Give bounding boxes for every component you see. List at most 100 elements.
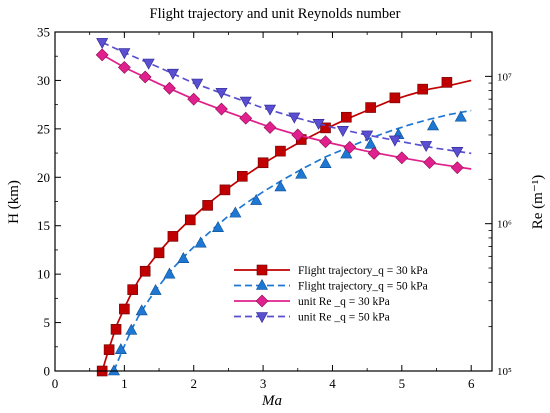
data-point [219,184,231,196]
data-point [312,119,325,130]
data-point [95,48,109,62]
data-point [239,111,253,125]
data-point [212,221,225,232]
y-left-tick-label: 25 [37,121,50,136]
legend-label: unit Re _q = 50 kPa [298,312,390,324]
data-point [423,156,436,169]
data-point [291,128,305,142]
data-point [341,111,352,123]
data-point [288,112,301,124]
data-point [255,278,269,290]
data-point [389,92,401,104]
data-point [340,147,353,159]
x-tick-label: 0 [52,376,59,391]
data-point [263,121,277,134]
data-point [127,284,138,295]
y-left-tick-label: 20 [37,170,50,185]
data-point [365,102,376,113]
data-point [163,267,176,279]
data-point [110,324,122,335]
legend-label: Flight trajectory_q = 30 kPa [298,265,428,277]
x-tick-label: 2 [190,376,197,391]
data-point [256,264,268,276]
y-right-axis-label: Re (m⁻¹) [530,175,546,230]
data-point [361,130,374,142]
data-point [250,193,263,205]
series-1 [96,77,472,377]
data-point [343,140,357,154]
legend: Flight trajectory_q = 30 kPa Flight traje… [234,264,428,324]
data-point [274,180,287,192]
data-point [255,312,269,324]
data-point [194,236,207,248]
series-layer [95,38,472,377]
data-point [184,214,196,226]
data-point [367,146,381,160]
data-point [450,161,464,175]
legend-label: unit Re _q = 30 kPa [298,296,390,308]
data-point [114,343,127,354]
data-point [257,157,269,169]
data-point [319,157,332,169]
y-left-axis-label: H (km) [6,180,22,224]
data-point [202,200,213,211]
data-point [103,344,115,355]
data-point [191,78,204,90]
legend-label: Flight trajectory_q = 50 kPa [298,281,428,293]
series-2 [107,109,472,376]
data-point [177,252,190,263]
x-tick-label: 4 [329,376,336,391]
data-point [138,70,152,84]
x-axis-label: Ma [261,393,282,409]
data-point [336,126,349,137]
data-point [149,283,162,295]
data-point [275,145,286,157]
data-point [139,265,151,277]
axes-layer: 0 1 2 3 4 5 6 0 5 10 15 20 25 30 35 10⁵ 10⁶ 10⁷ [37,25,512,392]
data-point [166,68,179,80]
y-left-tick-label: 0 [44,364,51,379]
y-left-tick-label: 5 [44,315,51,330]
x-tick-label: 3 [260,376,267,391]
data-point [215,102,228,116]
y-left-tick-label: 10 [37,267,50,282]
data-point [319,135,332,149]
x-tick-label: 6 [468,376,475,391]
data-point [107,364,120,376]
data-point [153,247,165,259]
data-point [451,146,464,158]
chart-title: Flight trajectory and unit Reynolds numb… [150,6,401,22]
series-line [101,41,472,155]
data-point [96,38,109,50]
series-line [113,109,472,372]
data-point [454,110,467,122]
x-tick-label: 1 [121,376,128,391]
data-point [427,119,440,131]
data-point [441,77,453,88]
y-right-tick-label: 10⁷ [497,71,512,83]
data-point [264,104,277,116]
data-point [229,206,242,218]
data-point [187,92,201,106]
x-tick-label: 5 [399,376,406,391]
data-point [364,137,377,149]
data-point [239,96,252,108]
series-line [101,54,472,170]
y-right-tick-label: 10⁶ [497,219,512,231]
data-point [395,151,409,165]
data-point [163,81,176,95]
data-point [118,48,131,60]
data-point [255,294,269,308]
data-point [295,167,308,179]
series-3 [95,48,472,175]
y-left-tick-label: 30 [37,73,50,88]
series-4 [96,38,472,158]
y-right-tick-label: 10⁵ [497,366,512,378]
y-left-tick-label: 35 [37,25,50,40]
data-point [117,60,131,74]
data-point [215,87,228,99]
series-line [101,79,472,372]
data-point [119,303,130,315]
data-point [142,58,155,70]
